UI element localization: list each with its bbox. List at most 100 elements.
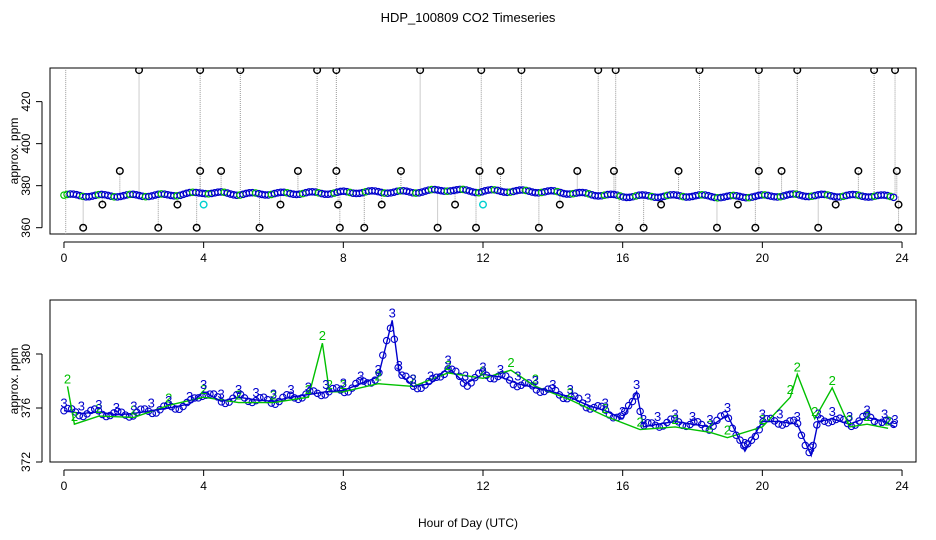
series-3-label: 3	[514, 369, 521, 384]
x-tick-label: 12	[476, 251, 490, 265]
series-3-point	[94, 406, 103, 415]
series-3-point	[774, 420, 783, 428]
series-3-point	[290, 394, 299, 402]
baseline-point	[889, 193, 898, 202]
spike-point	[892, 166, 901, 175]
spike-point	[196, 68, 205, 75]
series-2-label: 2	[671, 412, 678, 427]
spike-point	[777, 166, 786, 175]
spike-point	[335, 223, 344, 232]
series-2-label: 2	[95, 401, 102, 416]
series-2-label: 2	[270, 388, 277, 403]
top-y-axis-label: approx. ppm	[7, 118, 21, 185]
series-3-label: 3	[759, 407, 766, 422]
series-2-label: 2	[724, 423, 731, 438]
spike-point	[98, 200, 107, 209]
series-3-label: 3	[322, 377, 329, 392]
series-3-label: 3	[724, 400, 731, 415]
y-tick-label: 360	[19, 217, 33, 237]
series-3-label: 3	[479, 359, 486, 374]
spike-point	[712, 223, 721, 232]
spike-point	[894, 200, 903, 209]
series-3-label: 3	[148, 396, 155, 411]
series-3-label: 3	[619, 404, 626, 419]
series-3-label: 3	[776, 407, 783, 422]
series-3-point	[628, 397, 637, 406]
series-3-point	[544, 385, 552, 393]
spike-point	[313, 68, 322, 75]
series-3-label: 3	[549, 377, 556, 392]
series-3-label: 3	[815, 407, 822, 422]
spike-point	[332, 68, 341, 75]
series-3-label: 3	[287, 382, 294, 397]
series-3-label: 3	[217, 386, 224, 401]
top-plot-frame	[49, 67, 917, 235]
x-tick-label: 20	[756, 251, 770, 265]
series-2-label: 2	[507, 355, 514, 370]
x-tick-label: 12	[476, 479, 490, 493]
x-tick-label: 8	[340, 251, 347, 265]
series-2-label: 2	[706, 417, 713, 432]
series-2-label: 2	[794, 359, 801, 374]
series-3-point	[855, 417, 863, 425]
spike-point	[332, 166, 341, 175]
x-tick-label: 0	[61, 479, 68, 493]
series-2-label: 2	[811, 404, 818, 419]
series-3-label: 3	[846, 409, 853, 424]
spike-point	[611, 68, 620, 75]
series-3-label: 3	[200, 377, 207, 392]
series-2-label: 2	[637, 415, 644, 430]
series-3-point	[217, 398, 226, 406]
spike-point	[154, 223, 163, 232]
chart-title: HDP_100809 CO2 Timeseries	[381, 10, 556, 25]
spike-point	[754, 166, 763, 175]
y-tick-label: 420	[19, 91, 33, 111]
series-2-label: 2	[532, 371, 539, 386]
series-3-label: 3	[340, 375, 347, 390]
series-3-point	[121, 411, 130, 419]
series-3-point	[747, 436, 756, 445]
series-3-line	[63, 320, 896, 458]
series-2-label: 2	[375, 369, 382, 384]
top-panel: approx. ppm 0 4 8 12 16 20 24 360 380 400 420	[7, 67, 917, 265]
series-3-label: 3	[78, 398, 85, 413]
spike-point	[217, 166, 226, 175]
series-3-label: 3	[689, 409, 696, 424]
series-3-label: 3	[462, 369, 469, 384]
series-3-point	[563, 394, 571, 403]
spike-point	[573, 166, 582, 175]
series-3-label: 3	[357, 369, 364, 384]
spike-point	[870, 68, 879, 75]
series-2-label: 2	[165, 390, 172, 405]
series-3-label: 3	[270, 386, 277, 401]
series-2-label: 2	[71, 409, 78, 424]
series-2-label: 2	[787, 382, 794, 397]
series-2-label: 2	[235, 388, 242, 403]
spike-point	[276, 200, 285, 209]
series-2-label: 2	[340, 377, 347, 392]
series-3-point	[816, 415, 825, 423]
spike-point	[477, 68, 486, 75]
y-tick-label: 376	[19, 398, 33, 418]
spike-point	[609, 166, 618, 175]
x-tick-label: 24	[895, 479, 909, 493]
series-2-label: 2	[200, 382, 207, 397]
series-3-label: 3	[602, 396, 609, 411]
series-3-point	[87, 406, 95, 415]
series-3-label: 3	[427, 369, 434, 384]
series-3-point	[455, 372, 464, 381]
series-3-label: 3	[640, 412, 647, 427]
spike-point	[496, 166, 505, 175]
series-3-point	[505, 376, 514, 384]
series-2-label: 2	[410, 371, 417, 386]
series-2-label: 2	[319, 328, 326, 343]
series-3-label: 3	[706, 412, 713, 427]
cyan-point	[199, 200, 208, 209]
series-3-point	[432, 373, 441, 381]
series-3-point	[690, 418, 698, 426]
series-3-point	[786, 417, 794, 425]
series-2-label: 2	[567, 385, 574, 400]
series-3-point	[870, 417, 879, 426]
spike-point	[236, 68, 245, 75]
